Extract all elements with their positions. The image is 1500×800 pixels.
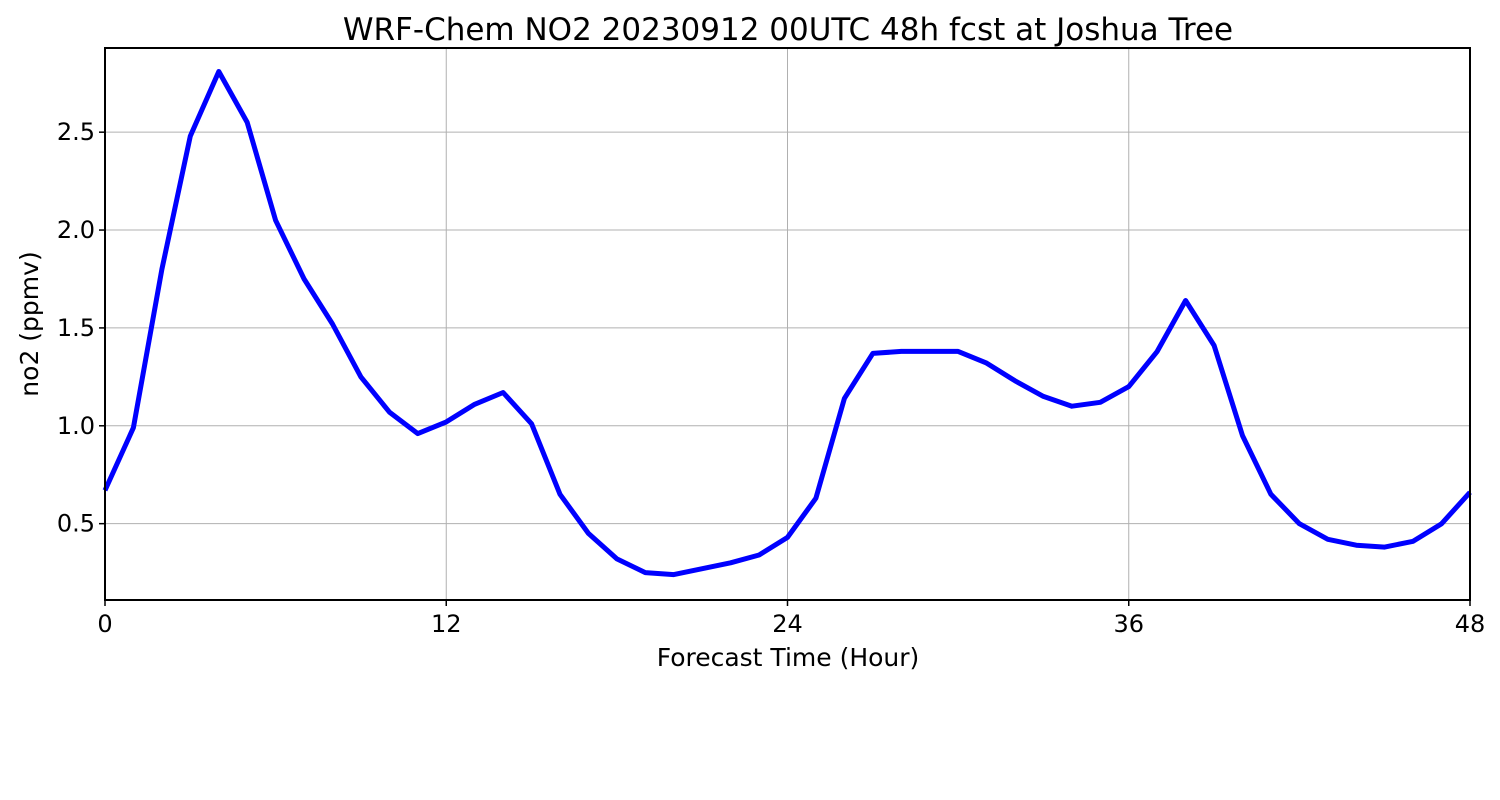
x-tick-label: 36	[1113, 610, 1144, 638]
x-tick-label: 24	[772, 610, 803, 638]
x-tick-label: 48	[1455, 610, 1486, 638]
y-axis-ticks: 0.5 1.0 1.5 2.0 2.5	[57, 118, 105, 538]
x-tick-label: 12	[431, 610, 462, 638]
y-tick-label: 0.5	[57, 510, 95, 538]
no2-series-line	[102, 69, 1472, 578]
y-axis-label: no2 (ppmv)	[15, 251, 44, 396]
y-tick-label: 2.0	[57, 216, 95, 244]
chart-title: WRF-Chem NO2 20230912 00UTC 48h fcst at …	[343, 12, 1233, 48]
x-tick-label: 0	[97, 610, 112, 638]
y-tick-label: 1.5	[57, 314, 95, 342]
x-axis-label: Forecast Time (Hour)	[657, 643, 920, 672]
x-axis-ticks: 0 12 24 36 48	[97, 600, 1485, 638]
y-tick-label: 1.0	[57, 412, 95, 440]
y-tick-label: 2.5	[57, 118, 95, 146]
series-layer	[102, 69, 1472, 578]
